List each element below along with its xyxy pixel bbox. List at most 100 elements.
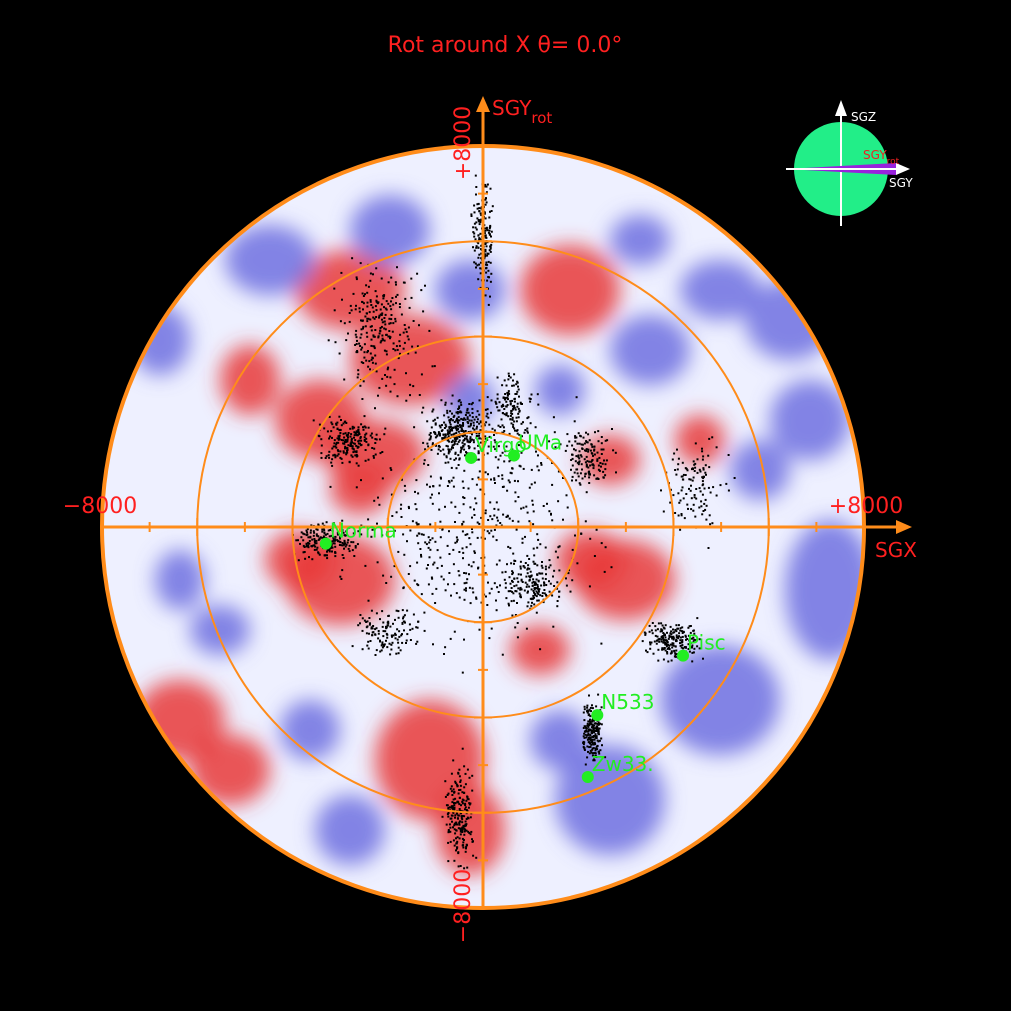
galaxy-point xyxy=(431,577,434,580)
galaxy-point xyxy=(505,405,508,408)
galaxy-point xyxy=(478,223,481,226)
galaxy-point xyxy=(598,723,600,726)
galaxy-point xyxy=(513,420,516,423)
galaxy-point xyxy=(372,345,375,348)
galaxy-point xyxy=(410,277,413,280)
galaxy-point xyxy=(456,411,459,413)
galaxy-point xyxy=(462,839,465,841)
galaxy-point xyxy=(590,460,593,463)
galaxy-point xyxy=(675,473,678,476)
galaxy-point xyxy=(684,635,687,638)
galaxy-point xyxy=(413,579,416,582)
galaxy-point xyxy=(309,529,312,532)
galaxy-point xyxy=(465,845,468,848)
galaxy-point xyxy=(372,455,375,457)
galaxy-point xyxy=(464,804,467,806)
galaxy-point xyxy=(550,513,552,516)
galaxy-point xyxy=(463,867,466,870)
galaxy-point xyxy=(677,457,680,460)
galaxy-point xyxy=(581,477,584,480)
galaxy-point xyxy=(363,343,366,346)
galaxy-point xyxy=(429,432,432,434)
galaxy-point xyxy=(478,616,481,619)
galaxy-point xyxy=(449,423,452,426)
galaxy-point xyxy=(349,304,352,307)
galaxy-point xyxy=(465,435,468,438)
galaxy-point xyxy=(456,812,459,815)
galaxy-point xyxy=(466,795,469,798)
galaxy-point xyxy=(448,427,451,430)
galaxy-point xyxy=(681,626,684,629)
galaxy-point xyxy=(458,574,461,577)
galaxy-point xyxy=(300,531,303,534)
galaxy-point xyxy=(519,588,522,591)
galaxy-point xyxy=(357,530,360,533)
galaxy-point xyxy=(356,434,359,437)
galaxy-point xyxy=(591,459,594,462)
galaxy-point xyxy=(508,576,511,579)
galaxy-point xyxy=(300,536,303,539)
galaxy-point xyxy=(511,448,514,451)
galaxy-point xyxy=(571,479,573,482)
galaxy-point xyxy=(558,569,561,572)
galaxy-point xyxy=(456,420,459,423)
galaxy-point xyxy=(454,780,457,783)
galaxy-point xyxy=(571,453,574,456)
galaxy-point xyxy=(359,444,362,447)
galaxy-point xyxy=(520,588,523,591)
galaxy-point xyxy=(544,578,547,580)
galaxy-point xyxy=(606,439,609,442)
galaxy-point xyxy=(582,711,585,714)
galaxy-point xyxy=(551,483,554,486)
galaxy-point xyxy=(592,747,595,750)
galaxy-point xyxy=(453,421,456,423)
galaxy-point xyxy=(548,559,551,562)
galaxy-point xyxy=(507,545,510,548)
galaxy-point xyxy=(648,630,651,633)
galaxy-point xyxy=(469,816,472,819)
galaxy-point xyxy=(332,536,334,539)
galaxy-point xyxy=(329,435,332,438)
galaxy-point xyxy=(455,411,458,414)
galaxy-point xyxy=(669,501,672,504)
galaxy-point xyxy=(533,481,536,484)
galaxy-point xyxy=(358,439,361,442)
galaxy-point xyxy=(377,637,380,640)
galaxy-point xyxy=(526,427,529,430)
galaxy-point xyxy=(666,647,669,650)
galaxy-point xyxy=(674,652,677,655)
galaxy-point xyxy=(429,548,432,551)
galaxy-point xyxy=(396,638,399,641)
galaxy-point xyxy=(514,393,517,395)
galaxy-point xyxy=(450,402,453,405)
galaxy-point xyxy=(484,512,487,515)
galaxy-point xyxy=(678,501,681,504)
galaxy-point xyxy=(529,422,532,425)
galaxy-point xyxy=(660,622,663,625)
galaxy-point xyxy=(501,403,504,406)
galaxy-point xyxy=(506,391,509,394)
galaxy-point xyxy=(511,519,514,522)
galaxy-point xyxy=(335,446,338,449)
galaxy-point xyxy=(364,293,366,296)
galaxy-point xyxy=(474,226,477,229)
galaxy-point xyxy=(417,523,420,526)
galaxy-point xyxy=(365,284,368,287)
galaxy-point xyxy=(403,614,406,617)
galaxy-point xyxy=(449,637,452,640)
galaxy-point xyxy=(317,535,320,538)
galaxy-point xyxy=(448,823,451,826)
galaxy-point xyxy=(707,547,710,549)
galaxy-point xyxy=(436,434,439,437)
galaxy-point xyxy=(696,617,699,620)
galaxy-point xyxy=(462,486,465,489)
galaxy-point xyxy=(334,456,337,459)
galaxy-point xyxy=(461,480,464,483)
galaxy-point xyxy=(406,540,408,543)
galaxy-point xyxy=(689,646,692,649)
galaxy-point xyxy=(707,454,710,457)
galaxy-point xyxy=(483,537,486,540)
galaxy-point xyxy=(670,651,673,654)
galaxy-point xyxy=(462,824,465,827)
galaxy-point xyxy=(420,555,423,558)
